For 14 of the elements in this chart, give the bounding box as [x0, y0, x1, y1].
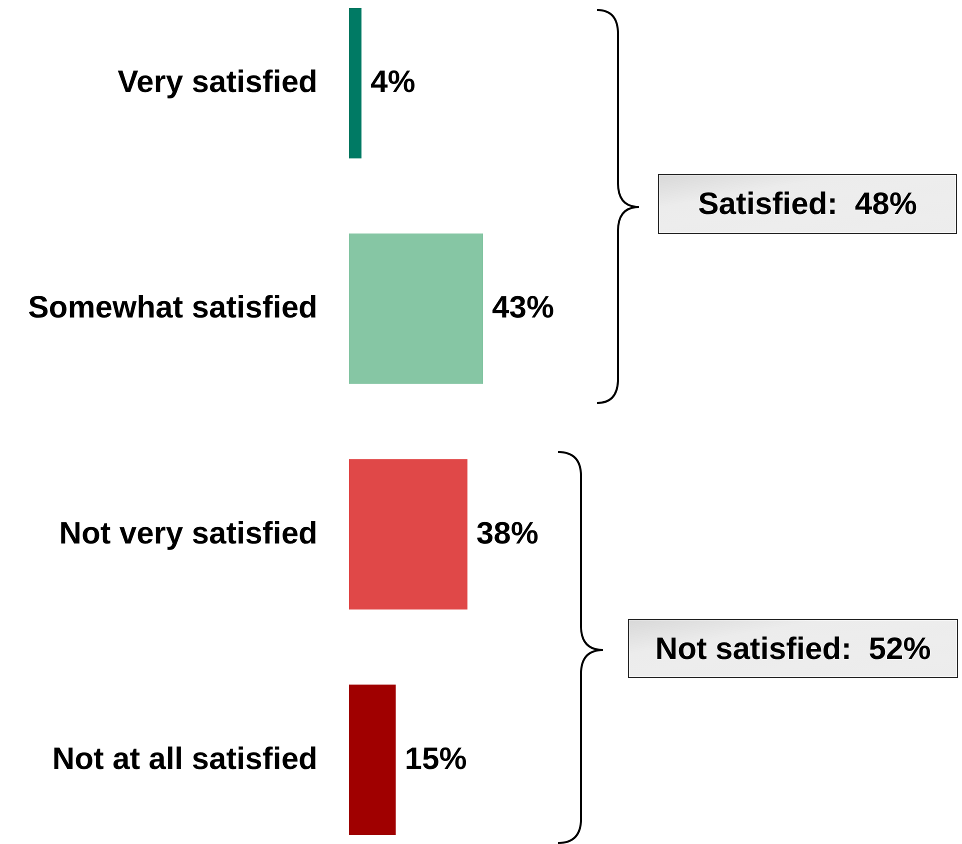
bar [349, 8, 362, 158]
data-label: 38% [476, 515, 538, 550]
data-label: 43% [492, 290, 554, 325]
y-tick-label: Not at all satisfied [52, 740, 318, 776]
y-tick-label: Not very satisfied [59, 515, 318, 550]
data-label: 15% [404, 740, 467, 776]
bar [349, 459, 468, 610]
bar [349, 684, 396, 835]
y-tick-label: Somewhat satisfied [28, 290, 318, 325]
text: Not satisfied: 52% [628, 619, 958, 678]
bar [349, 234, 483, 384]
text: Satisfied: 48% [658, 174, 957, 234]
y-tick-label: Very satisfied [118, 64, 318, 100]
data-label: 4% [370, 64, 416, 100]
